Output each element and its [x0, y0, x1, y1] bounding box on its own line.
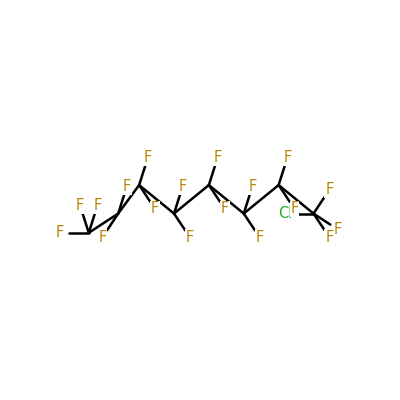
Text: F: F [98, 230, 106, 245]
Text: F: F [93, 198, 102, 213]
Text: F: F [256, 230, 264, 245]
Text: F: F [76, 198, 84, 213]
Text: F: F [144, 150, 152, 165]
Text: F: F [178, 179, 187, 194]
Text: F: F [290, 201, 298, 216]
Text: F: F [333, 222, 342, 237]
Text: F: F [123, 179, 131, 194]
Text: Cl: Cl [278, 206, 292, 221]
Text: F: F [56, 225, 64, 240]
Text: F: F [325, 182, 334, 197]
Text: F: F [248, 179, 256, 194]
Text: F: F [325, 230, 334, 245]
Text: F: F [220, 201, 229, 216]
Text: F: F [213, 150, 222, 165]
Text: F: F [151, 201, 159, 216]
Text: F: F [283, 150, 291, 165]
Text: F: F [186, 230, 194, 245]
